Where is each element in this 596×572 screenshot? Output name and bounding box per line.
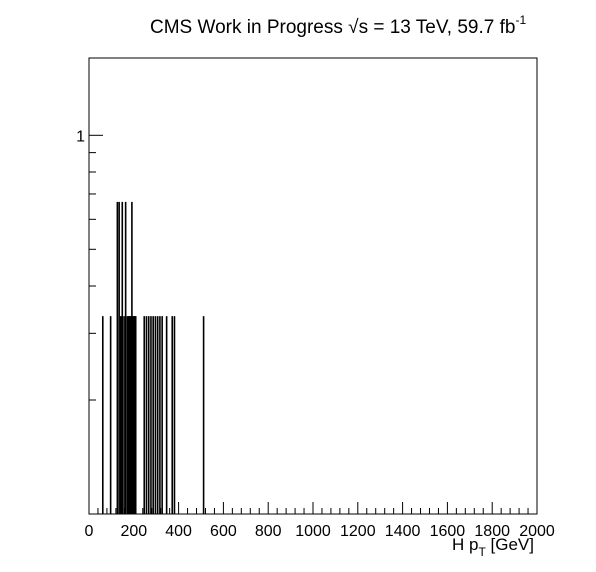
title-lumi-exponent: -1	[515, 13, 527, 27]
histogram-bin	[143, 316, 146, 514]
histogram-bin	[202, 316, 205, 514]
histogram-bin	[101, 316, 104, 514]
histogram-bin	[152, 316, 154, 514]
histogram-bin	[116, 201, 119, 515]
histogram-bin	[161, 316, 163, 514]
x-tick-label: 1000	[295, 523, 331, 540]
histogram-bin	[134, 316, 137, 514]
histogram-bin	[129, 316, 131, 514]
histogram-bin	[124, 201, 127, 515]
histogram-bin	[145, 316, 148, 514]
x-axis-label-unit: [GeV]	[490, 535, 534, 554]
x-tick-label: 400	[165, 523, 192, 540]
histogram-bin	[131, 316, 134, 514]
x-tick-label: 1400	[385, 523, 421, 540]
title-energy-lumi: = 13 TeV, 59.7 fb	[373, 17, 516, 38]
histogram-bin	[130, 316, 132, 514]
y-axis: 1	[76, 128, 103, 515]
histogram-bars	[101, 201, 205, 515]
x-axis: 0 200 400 600 800 1000 1200 1400 1600 1800 2000	[85, 502, 555, 540]
histogram-bin	[154, 316, 157, 514]
histogram-bin	[123, 316, 125, 514]
x-tick-label: 800	[255, 523, 282, 540]
x-axis-label-main: H p	[451, 535, 479, 554]
histogram-bin	[109, 316, 112, 514]
histogram-bin	[119, 316, 122, 514]
title-experiment: CMS Work in Progress	[150, 17, 343, 38]
histogram-bin	[147, 316, 150, 514]
histogram-bin	[133, 316, 135, 514]
x-tick-label: 0	[85, 523, 94, 540]
x-tick-label: 2000	[519, 523, 555, 540]
x-axis-label: H pT [GeV]	[451, 535, 534, 559]
histogram-bin	[173, 316, 176, 514]
histogram-bin	[150, 316, 152, 514]
x-tick-label: 1600	[430, 523, 466, 540]
x-tick-label: 600	[210, 523, 237, 540]
x-tick-label: 1200	[340, 523, 376, 540]
histogram-bin	[165, 316, 168, 514]
x-axis-label-subscript: T	[478, 545, 486, 559]
histogram-bin	[118, 201, 120, 515]
title-sqrt-s: √s	[348, 17, 369, 38]
histogram-bin	[128, 316, 131, 514]
histogram-bin	[159, 316, 161, 514]
histogram-bin	[126, 316, 129, 514]
x-tick-label: 200	[120, 523, 147, 540]
histogram-bin	[121, 201, 124, 515]
plot-title: CMS Work in Progress √s = 13 TeV, 59.7 f…	[150, 13, 526, 39]
histogram-bin	[171, 316, 174, 514]
y-tick-label: 1	[76, 128, 85, 145]
x-tick-label: 1800	[474, 523, 510, 540]
histogram-bin	[156, 316, 159, 514]
